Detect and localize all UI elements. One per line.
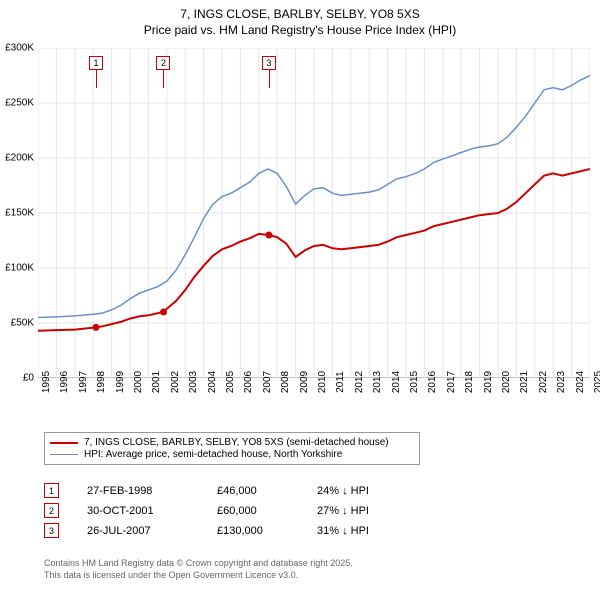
x-tick-label: 2012 [354,371,365,393]
y-tick-label: £100K [5,263,34,274]
y-tick-label: £200K [5,153,34,164]
x-tick-label: 2001 [151,371,162,393]
y-axis: £0£50K£100K£150K£200K£250K£300K [0,48,36,378]
footer-line-1: Contains HM Land Registry data © Crown c… [44,558,353,570]
sale-price: £46,000 [217,485,317,497]
chart-svg [38,48,590,378]
title-line-2: Price paid vs. HM Land Registry's House … [0,22,600,38]
sale-hpi-delta: 31% ↓ HPI [317,525,417,537]
sale-price: £130,000 [217,525,317,537]
x-tick-label: 2018 [464,371,475,393]
x-tick-label: 2024 [575,371,586,393]
x-tick-label: 2002 [170,371,181,393]
chart-container: 7, INGS CLOSE, BARLBY, SELBY, YO8 5XS Pr… [0,0,600,590]
y-tick-label: £250K [5,98,34,109]
legend: 7, INGS CLOSE, BARLBY, SELBY, YO8 5XS (s… [44,432,420,465]
callout-line [96,70,97,88]
x-tick-label: 2025 [593,371,600,393]
sale-marker: 1 [44,483,59,498]
title-line-1: 7, INGS CLOSE, BARLBY, SELBY, YO8 5XS [0,6,600,22]
x-tick-label: 2014 [391,371,402,393]
legend-swatch [50,442,78,444]
x-tick-label: 2009 [299,371,310,393]
y-tick-label: £0 [23,373,34,384]
callout-marker: 2 [156,56,170,70]
callout-line [163,70,164,88]
y-tick-label: £50K [11,318,34,329]
x-axis: 1995199619971998199920002001200220032004… [38,378,590,436]
legend-item: 7, INGS CLOSE, BARLBY, SELBY, YO8 5XS (s… [50,437,414,448]
sale-hpi-delta: 24% ↓ HPI [317,485,417,497]
x-tick-label: 2007 [262,371,273,393]
sale-date: 26-JUL-2007 [87,525,217,537]
sale-marker: 2 [44,503,59,518]
y-tick-label: £300K [5,43,34,54]
chart-plot-area: 1 2 3 [38,48,590,378]
y-tick-label: £150K [5,208,34,219]
x-tick-label: 2020 [501,371,512,393]
legend-label: 7, INGS CLOSE, BARLBY, SELBY, YO8 5XS (s… [84,437,389,448]
sale-date: 27-FEB-1998 [87,485,217,497]
x-tick-label: 2017 [446,371,457,393]
x-tick-label: 2022 [538,371,549,393]
x-tick-label: 2019 [483,371,494,393]
x-tick-label: 2023 [556,371,567,393]
sale-price: £60,000 [217,505,317,517]
x-tick-label: 1998 [96,371,107,393]
x-tick-label: 2005 [225,371,236,393]
sale-row: 3 26-JUL-2007£130,00031% ↓ HPI [44,523,504,538]
footer-line-2: This data is licensed under the Open Gov… [44,570,353,582]
sale-table: 1 27-FEB-1998£46,00024% ↓ HPI 2 30-OCT-2001… [44,478,504,543]
x-tick-label: 2004 [207,371,218,393]
x-tick-label: 2003 [188,371,199,393]
sale-date: 30-OCT-2001 [87,505,217,517]
x-tick-label: 1995 [41,371,52,393]
footer-attribution: Contains HM Land Registry data © Crown c… [44,558,353,581]
x-tick-label: 1999 [115,371,126,393]
legend-swatch [50,454,78,456]
x-tick-label: 2010 [317,371,328,393]
x-tick-label: 2000 [133,371,144,393]
x-tick-label: 1997 [78,371,89,393]
chart-title: 7, INGS CLOSE, BARLBY, SELBY, YO8 5XS Pr… [0,0,600,38]
sale-row: 1 27-FEB-1998£46,00024% ↓ HPI [44,483,504,498]
callout-line [269,70,270,88]
x-tick-label: 2016 [427,371,438,393]
x-tick-label: 2015 [409,371,420,393]
sale-hpi-delta: 27% ↓ HPI [317,505,417,517]
x-tick-label: 2011 [335,371,346,393]
legend-item: HPI: Average price, semi-detached house,… [50,449,414,460]
callout-marker: 1 [89,56,103,70]
sale-marker: 3 [44,523,59,538]
x-tick-label: 2013 [372,371,383,393]
sale-row: 2 30-OCT-2001£60,00027% ↓ HPI [44,503,504,518]
legend-label: HPI: Average price, semi-detached house,… [84,449,342,460]
callout-marker: 3 [262,56,276,70]
x-tick-label: 2021 [519,371,530,393]
x-tick-label: 1996 [59,371,70,393]
x-tick-label: 2006 [243,371,254,393]
x-tick-label: 2008 [280,371,291,393]
